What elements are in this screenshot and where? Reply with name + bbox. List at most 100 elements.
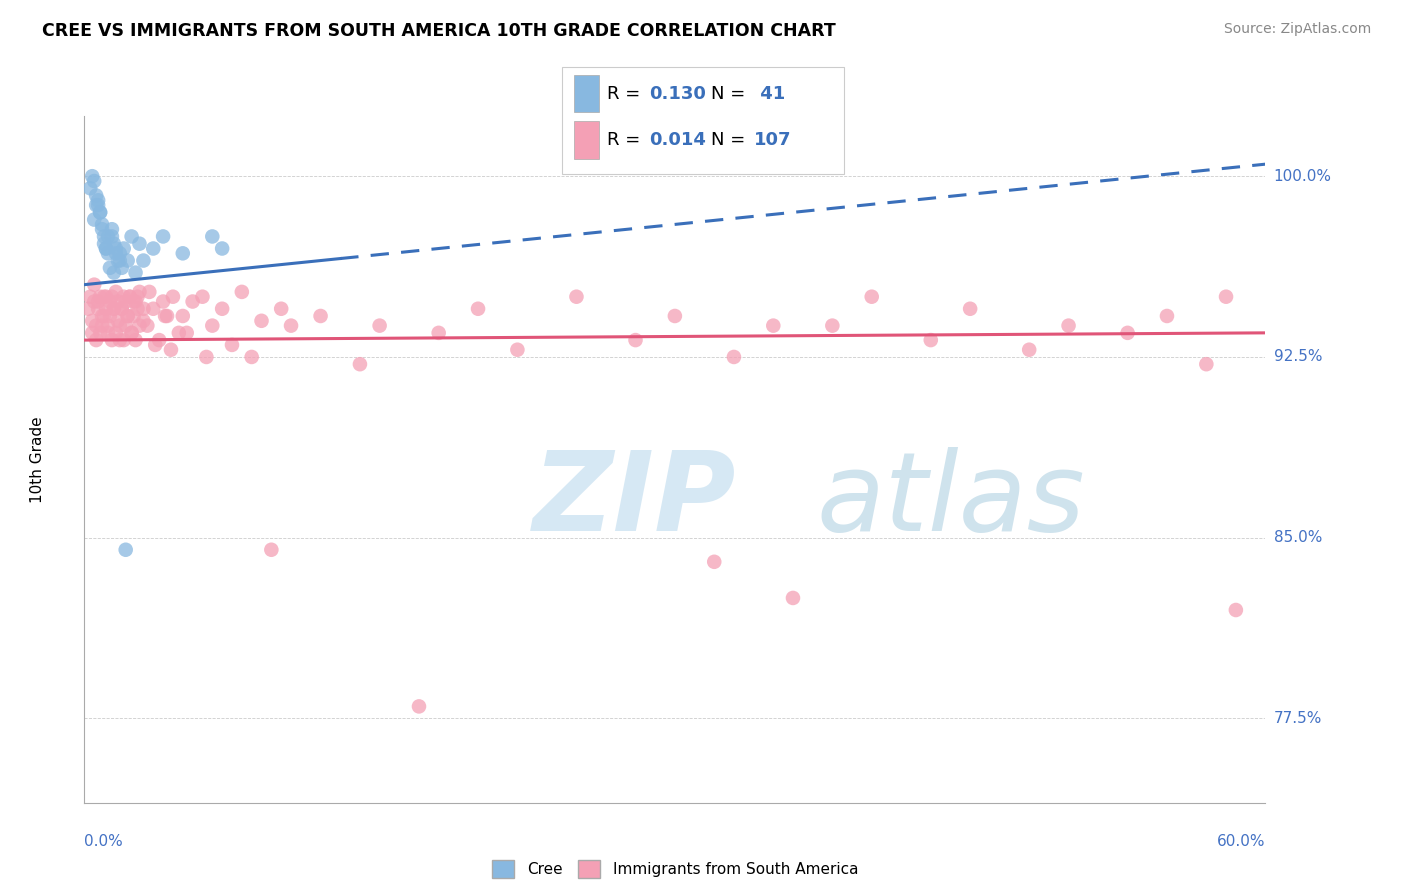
Point: [127, 301, 149, 316]
Point: [959, 301, 981, 316]
Point: [108, 318, 131, 333]
Point: [87, 194, 110, 208]
Point: [160, 343, 183, 357]
Point: [1195, 357, 1218, 371]
Text: 10th Grade: 10th Grade: [30, 416, 45, 503]
Point: [118, 290, 141, 304]
Point: [142, 242, 165, 256]
Point: [142, 301, 165, 316]
Point: [104, 242, 127, 256]
Point: [97, 246, 120, 260]
Point: [280, 318, 302, 333]
Point: [121, 326, 143, 340]
Point: [93, 290, 115, 304]
Text: 0.014: 0.014: [650, 131, 706, 149]
Point: [94, 242, 117, 256]
Point: [103, 301, 125, 316]
Point: [1215, 290, 1237, 304]
Point: [148, 333, 170, 347]
Text: ZIP: ZIP: [533, 447, 737, 554]
Point: [172, 309, 194, 323]
Point: [103, 236, 125, 251]
Point: [124, 294, 146, 309]
Text: N =: N =: [711, 85, 745, 103]
Point: [111, 260, 134, 275]
Text: 85.0%: 85.0%: [1274, 530, 1322, 545]
Point: [101, 222, 124, 236]
Point: [94, 301, 117, 316]
Point: [703, 555, 725, 569]
Point: [83, 212, 105, 227]
Point: [920, 333, 942, 347]
Point: [94, 290, 117, 304]
Point: [162, 290, 184, 304]
Point: [111, 301, 134, 316]
Point: [121, 326, 143, 340]
Point: [124, 266, 146, 280]
Point: [1156, 309, 1178, 323]
Point: [107, 314, 129, 328]
Text: 100.0%: 100.0%: [1274, 169, 1331, 184]
Text: 77.5%: 77.5%: [1274, 711, 1322, 726]
Point: [181, 294, 204, 309]
Point: [98, 294, 121, 309]
Point: [87, 294, 110, 309]
Point: [821, 318, 844, 333]
Point: [97, 318, 120, 333]
Point: [101, 333, 124, 347]
Point: [93, 229, 115, 244]
Point: [132, 301, 155, 316]
Point: [860, 290, 883, 304]
Point: [87, 198, 110, 212]
Point: [368, 318, 391, 333]
Text: N =: N =: [711, 131, 745, 149]
Point: [624, 333, 647, 347]
Point: [211, 301, 233, 316]
Point: [121, 229, 143, 244]
Point: [91, 309, 114, 323]
Point: [82, 314, 104, 328]
Point: [112, 242, 135, 256]
Point: [112, 290, 135, 304]
Text: 60.0%: 60.0%: [1218, 834, 1265, 848]
Point: [782, 591, 804, 605]
Point: [1057, 318, 1080, 333]
Point: [211, 242, 233, 256]
Point: [231, 285, 253, 299]
Text: 92.5%: 92.5%: [1274, 350, 1322, 365]
Point: [101, 229, 124, 244]
Point: [723, 350, 745, 364]
Point: [191, 290, 214, 304]
Point: [127, 290, 149, 304]
Point: [104, 326, 127, 340]
Point: [167, 326, 190, 340]
Text: 0.0%: 0.0%: [84, 834, 124, 848]
Point: [250, 314, 273, 328]
Point: [91, 218, 114, 232]
Point: [124, 333, 146, 347]
Point: [122, 309, 145, 323]
Point: [83, 294, 105, 309]
Point: [1225, 603, 1247, 617]
Point: [108, 246, 131, 260]
Point: [77, 301, 100, 316]
Point: [83, 174, 105, 188]
Point: [93, 309, 115, 323]
Point: [132, 314, 155, 328]
Point: [91, 222, 114, 236]
Point: [195, 350, 218, 364]
Point: [98, 309, 121, 323]
Point: [108, 253, 131, 268]
Text: 0.130: 0.130: [650, 85, 706, 103]
Point: [270, 301, 292, 316]
Point: [117, 253, 139, 268]
Text: atlas: atlas: [817, 447, 1085, 554]
Text: Source: ZipAtlas.com: Source: ZipAtlas.com: [1223, 22, 1371, 37]
Point: [108, 333, 131, 347]
Text: 41: 41: [754, 85, 785, 103]
Point: [565, 290, 588, 304]
Point: [114, 318, 136, 333]
Point: [103, 266, 125, 280]
Point: [89, 205, 111, 219]
Text: 107: 107: [754, 131, 792, 149]
